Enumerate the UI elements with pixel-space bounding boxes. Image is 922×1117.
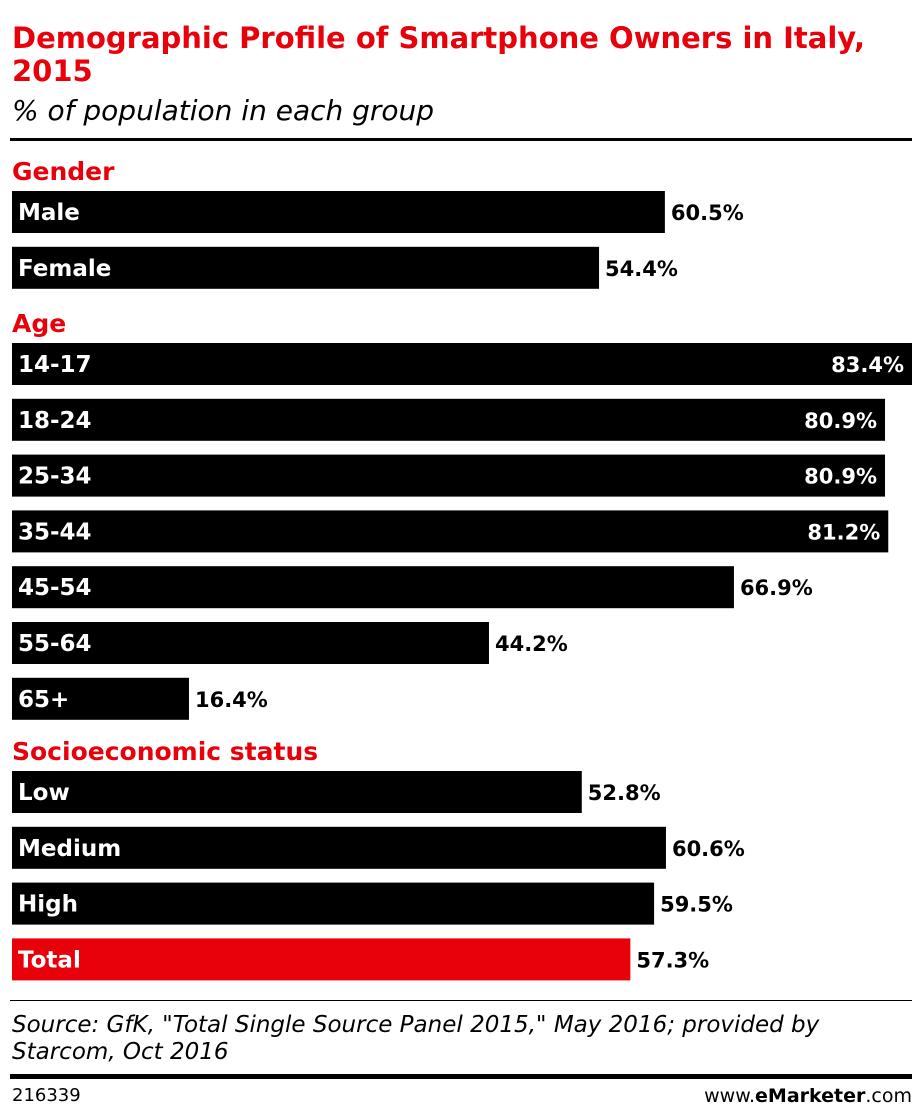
value-label: 59.5%	[660, 893, 733, 917]
value-label: 16.4%	[195, 688, 268, 712]
value-label: 60.6%	[672, 837, 745, 861]
bar-chart: Gender Male 60.5% Female 54.4% Age 14-17 83.4% 1…	[12, 157, 912, 981]
bar	[12, 882, 655, 925]
bar-label: 65+	[18, 687, 69, 713]
value-label: 80.9%	[804, 465, 877, 489]
value-label: 57.3%	[636, 948, 709, 972]
bar-label: Medium	[18, 836, 121, 862]
value-label: 81.2%	[807, 520, 880, 544]
brand-name: eMarketer	[755, 1085, 866, 1107]
value-label: 52.8%	[588, 781, 661, 805]
bar	[12, 771, 582, 813]
bar-label: 55-64	[18, 631, 92, 657]
bar-label: High	[18, 892, 78, 918]
bar-label: Female	[18, 256, 111, 282]
source-note: Source: GfK, "Total Single Source Panel …	[12, 1012, 820, 1065]
bar	[12, 398, 886, 441]
bar	[12, 343, 912, 385]
bar-label: 45-54	[18, 575, 92, 601]
section-label: Gender	[12, 157, 115, 186]
chart-subtitle: % of population in each group	[12, 94, 435, 127]
bar	[12, 938, 631, 981]
bar-label: 35-44	[18, 519, 92, 545]
value-label: 60.5%	[671, 201, 744, 225]
value-label: 66.9%	[740, 576, 813, 600]
chart-title: Demographic Profile of Smartphone Owners…	[12, 21, 865, 88]
value-label: 44.2%	[495, 632, 568, 656]
brand-suffix: .com	[865, 1085, 912, 1107]
brand-link[interactable]: www.eMarketer.com	[704, 1085, 912, 1107]
bar-label: 18-24	[18, 408, 92, 434]
chart-id: 216339	[12, 1085, 81, 1106]
bar-label: 14-17	[18, 352, 92, 378]
value-label: 83.4%	[831, 353, 904, 377]
bar	[12, 566, 734, 609]
source-divider	[10, 1000, 912, 1001]
footer-divider	[10, 1074, 912, 1079]
bar	[12, 454, 886, 497]
bar	[12, 191, 665, 233]
section-label: Socioeconomic status	[12, 737, 318, 766]
bar	[12, 622, 489, 664]
brand-prefix: www.	[704, 1085, 756, 1107]
section-label: Age	[12, 309, 66, 338]
value-label: 54.4%	[605, 257, 678, 281]
bar	[12, 826, 666, 869]
bar	[12, 510, 889, 553]
bar-label: Male	[18, 200, 80, 226]
bar-label: Total	[18, 947, 81, 973]
top-divider	[10, 138, 912, 141]
bar	[12, 246, 600, 289]
bar-label: 25-34	[18, 464, 92, 490]
value-label: 80.9%	[804, 409, 877, 433]
bar-label: Low	[18, 780, 70, 806]
bar	[12, 677, 189, 720]
